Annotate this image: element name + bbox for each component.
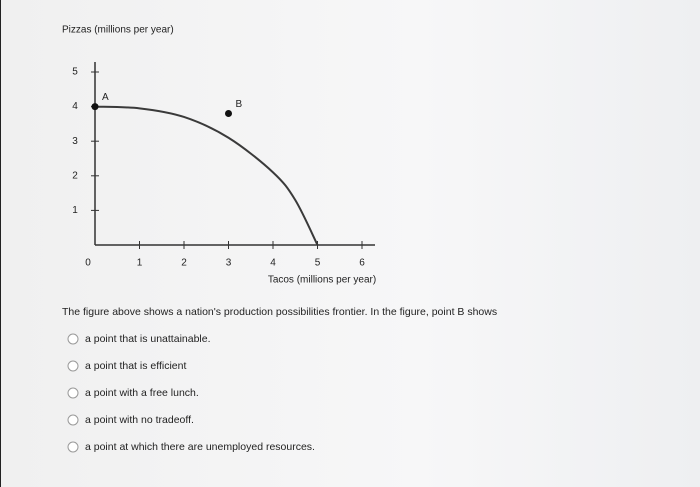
point-label: A xyxy=(102,92,109,103)
point-label: B xyxy=(236,99,243,110)
x-tick-label: 6 xyxy=(359,258,365,269)
radio-button[interactable] xyxy=(67,387,79,399)
point xyxy=(91,103,99,111)
y-tick-label: 3 xyxy=(72,136,78,147)
point xyxy=(225,110,232,118)
option-text[interactable]: a point at which there are unemployed re… xyxy=(85,441,315,453)
y-tick-label: 5 xyxy=(72,67,78,78)
option-text[interactable]: a point that is unattainable. xyxy=(85,333,211,345)
option-text[interactable]: a point that is efficient xyxy=(85,360,186,372)
ppf-curve xyxy=(94,105,319,246)
radio-button[interactable] xyxy=(67,441,79,453)
y-tick-label: 2 xyxy=(72,170,78,181)
option-text[interactable]: a point with a free lunch. xyxy=(85,387,199,399)
x-tick-label: 0 xyxy=(85,258,91,269)
question-prompt: The figure above shows a nation's produc… xyxy=(62,306,497,318)
y-tick-label: 4 xyxy=(72,101,78,112)
x-axis-label: Tacos (millions per year) xyxy=(268,275,376,286)
radio-button[interactable] xyxy=(67,360,79,372)
y-axis-label: Pizzas (millions per year) xyxy=(62,25,174,36)
radio-button[interactable] xyxy=(67,414,79,426)
radio-button[interactable] xyxy=(67,333,79,345)
x-tick-label: 3 xyxy=(226,258,232,269)
x-tick-label: 4 xyxy=(270,258,276,269)
x-tick-label: 1 xyxy=(137,258,143,269)
y-tick-label: 1 xyxy=(72,205,78,216)
x-tick-label: 5 xyxy=(315,258,321,269)
x-tick-label: 2 xyxy=(181,258,187,269)
option-text[interactable]: a point with no tradeoff. xyxy=(85,414,194,426)
